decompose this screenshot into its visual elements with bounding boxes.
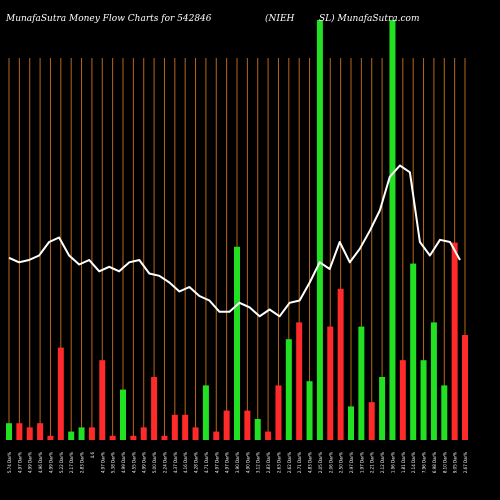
x-tick-label: 4.55 Dar% <box>131 452 136 473</box>
bars <box>6 20 468 440</box>
money-flow-bar <box>47 435 54 440</box>
x-tick-label: 4.83 Dar% <box>308 452 313 473</box>
money-flow-bar <box>192 427 199 440</box>
price-line <box>8 164 461 318</box>
money-flow-bar <box>68 431 75 440</box>
x-tick-label: 2.12 Dar% <box>380 452 385 473</box>
money-flow-bar <box>37 423 44 440</box>
x-tick-label: 4.6 <box>90 452 95 459</box>
money-flow-bar <box>234 246 240 440</box>
money-flow-bar <box>441 385 448 440</box>
x-tick-label: 5.74 Dar% <box>7 452 12 473</box>
x-tick-label: 5.22 Dar% <box>59 452 64 473</box>
x-tick-label: 2.83 Dar% <box>80 452 85 473</box>
x-tick-label: 4.97 Dar% <box>214 452 219 473</box>
x-tick-label: 2.62 Dar% <box>287 452 292 473</box>
x-tick-label: 4.97 Dar% <box>17 452 22 473</box>
money-flow-bar <box>223 410 230 440</box>
x-tick-label: 3.12 Dar% <box>256 452 261 473</box>
money-flow-bar <box>337 288 344 440</box>
money-flow-bar <box>285 339 292 440</box>
money-flow-bar <box>296 322 303 440</box>
x-tick-label: 2.50 Dar% <box>339 452 344 473</box>
money-flow-bar <box>161 435 168 440</box>
money-flow-bar <box>316 20 323 440</box>
money-flow-bar <box>16 423 23 440</box>
x-tick-label: 5.00 Dar% <box>152 452 157 473</box>
money-flow-bar <box>265 431 272 440</box>
money-flow-bar <box>171 414 178 440</box>
money-flow-bar <box>244 410 251 440</box>
x-tick-label: 4.16 Dar% <box>183 452 188 473</box>
x-tick-label: 2.71 Dar% <box>297 452 302 473</box>
x-tick-label: 6.98 Dar% <box>432 452 437 473</box>
money-flow-bar <box>275 385 282 440</box>
x-tick-label: 2.63 Dar% <box>276 452 281 473</box>
chart-title-center: (NIEH <box>265 13 295 24</box>
x-tick-label: 2.05 Dar% <box>318 452 323 473</box>
chart-title-right: SL) MunafaSutra.com <box>319 13 420 24</box>
x-tick-label: 4.97 Dar% <box>225 452 230 473</box>
x-tick-label: 4.28 Dar% <box>194 452 199 473</box>
x-tick-label: 4.90 Dar% <box>245 452 250 473</box>
money-flow-bar <box>109 435 116 440</box>
x-tick-label: 4.71 Dar% <box>204 452 209 473</box>
x-tick-label: 4.97 Dar% <box>100 452 105 473</box>
x-tick-label: 4.99 Dar% <box>48 452 53 473</box>
money-flow-bar <box>182 414 189 440</box>
money-flow-bar <box>420 360 427 440</box>
money-flow-bar <box>379 377 386 440</box>
x-tick-label: 8.10 Dar% <box>442 452 447 473</box>
x-tick-label: 4.96 Dar% <box>38 452 43 473</box>
x-tick-label: 2.97 Dar% <box>349 452 354 473</box>
money-flow-bar <box>358 326 365 440</box>
money-flow-bar <box>6 423 12 440</box>
money-flow-bar <box>151 377 158 440</box>
money-flow-bar <box>399 360 406 440</box>
money-flow-bar <box>78 427 85 440</box>
x-tick-label: 2.83 Dar% <box>266 452 271 473</box>
money-flow-bar <box>88 427 95 440</box>
x-tick-label: 1.81 Dar% <box>401 452 406 473</box>
x-tick-label: 2.06 Dar% <box>328 452 333 473</box>
money-flow-bar <box>389 20 396 440</box>
x-tick-label: 7.96 Dar% <box>422 452 427 473</box>
x-tick-label: 2.21 Dar% <box>370 452 375 473</box>
money-flow-bar <box>368 402 375 440</box>
money-flow-bar <box>306 381 313 440</box>
money-flow-bar <box>213 431 220 440</box>
money-flow-bar <box>462 335 468 440</box>
x-tick-label: 4.99 Dar% <box>28 452 33 473</box>
x-tick-label: 4.37 Dar% <box>173 452 178 473</box>
x-tick-label: 2.14 Dar% <box>411 452 416 473</box>
money-flow-bar <box>430 322 437 440</box>
money-flow-bar <box>348 406 354 440</box>
x-tick-label: 4.99 Dar% <box>142 452 147 473</box>
money-flow-bar <box>327 326 334 440</box>
money-flow-bar <box>57 347 64 440</box>
money-flow-bar <box>202 385 209 440</box>
price-line-layer <box>8 164 461 318</box>
x-tick-label: 3.90 Dar% <box>235 452 240 473</box>
x-tick-label: 1.96 Dar% <box>390 452 395 473</box>
money-flow-bar <box>140 427 147 440</box>
x-tick-labels: 5.74 Dar% 4.97 Dar% 4.99 Dar% 4.96 Dar% 4.99… <box>7 452 468 474</box>
x-tick-label: 2.67 Dar% <box>463 452 468 473</box>
money-flow-bar <box>99 360 106 440</box>
x-tick-label: 2.24 Dar% <box>162 452 167 473</box>
x-tick-label: 2.17 Dar% <box>69 452 74 473</box>
x-tick-label: 5.38 Dar% <box>111 452 116 473</box>
money-flow-bar <box>451 242 458 440</box>
x-tick-label: 9.05 Dar% <box>453 452 458 473</box>
x-tick-label: 1.97 Dar% <box>359 452 364 473</box>
money-flow-bar <box>410 263 417 440</box>
money-flow-bar <box>130 435 137 440</box>
x-tick-label: 4.99 Dar% <box>121 452 126 473</box>
money-flow-bar <box>120 389 126 440</box>
money-flow-bar <box>254 419 261 440</box>
chart-title-left: MunafaSutra Money Flow Charts for 542846 <box>5 14 212 24</box>
money-flow-bar <box>26 427 33 440</box>
